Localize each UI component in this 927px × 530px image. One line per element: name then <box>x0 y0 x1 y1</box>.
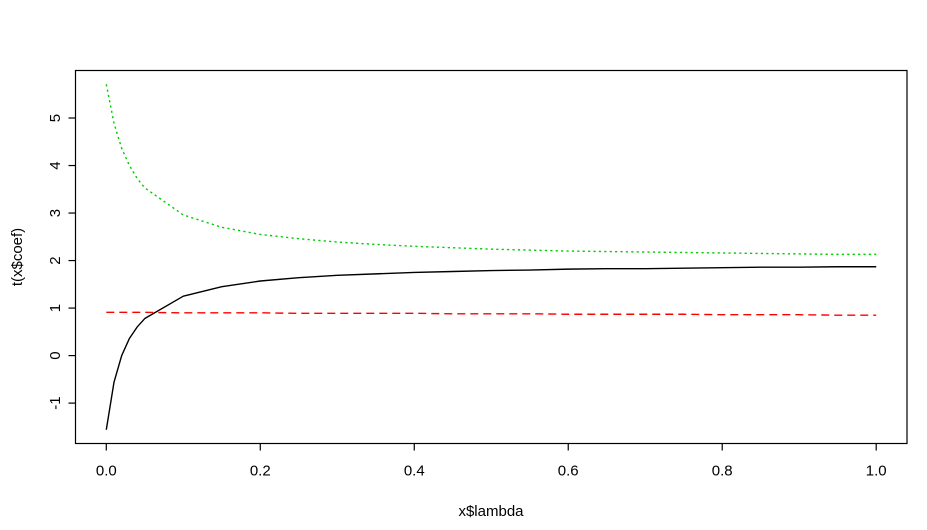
y-tick-label: 4 <box>47 161 64 169</box>
y-tick-label: 0 <box>47 351 64 359</box>
y-tick-label: 3 <box>47 209 64 217</box>
y-tick-label: 2 <box>47 256 64 264</box>
y-axis-label: t(x$coef) <box>9 228 26 286</box>
x-tick-label: 0.2 <box>250 463 271 480</box>
y-tick-label: 1 <box>47 304 64 312</box>
x-axis-label: x$lambda <box>458 503 524 520</box>
x-tick-label: 0.4 <box>404 463 425 480</box>
x-tick-label: 0.0 <box>96 463 117 480</box>
series-coef-1-black-solid <box>105 266 877 430</box>
x-tick-label: 1.0 <box>866 463 887 480</box>
series-coef-3-green-dotted <box>105 84 877 256</box>
y-tick-label: 5 <box>47 114 64 122</box>
y-tick-label: -1 <box>47 396 64 409</box>
series-layer <box>105 84 877 430</box>
axis-layer: 0.0 0.2 0.4 0.6 0.8 1.0 -1 0 1 2 3 4 5 <box>47 69 908 480</box>
x-tick-label: 0.8 <box>712 463 733 480</box>
plot-box <box>74 69 908 445</box>
x-tick-label: 0.6 <box>558 463 579 480</box>
series-coef-2-red-dashed <box>106 311 877 316</box>
